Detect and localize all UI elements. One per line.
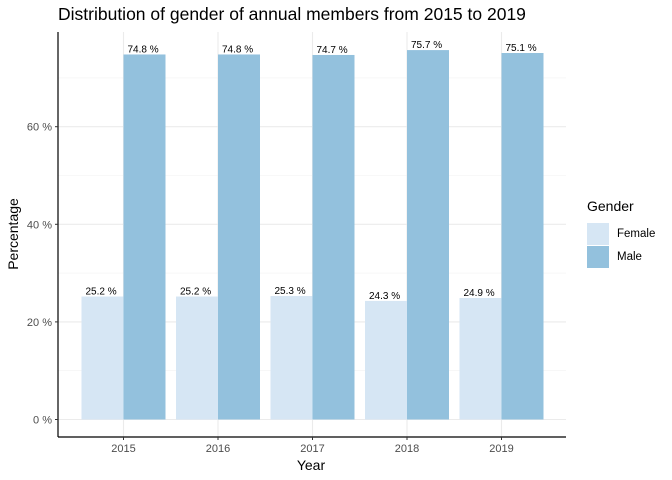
x-tick-label: 2019 <box>489 443 513 455</box>
data-label-male-2019: 75.1 % <box>506 43 537 54</box>
x-axis-title: Year <box>297 457 326 473</box>
bar-male-2017 <box>312 54 355 420</box>
bar-female-2018 <box>365 300 407 420</box>
y-axis-title: Percentage <box>5 198 21 270</box>
bar-male-2016 <box>218 54 260 420</box>
data-label-female-2017: 25.3 % <box>275 286 306 297</box>
legend-item-male: Male <box>587 245 655 268</box>
y-tick-label: 0 % <box>33 415 52 427</box>
bar-male-2015 <box>123 54 166 420</box>
y-tick-label: 60 % <box>27 122 52 134</box>
data-labels: 25.2 % 25.2 % 25.3 % 24.3 % 24.9 % 74.8 % 74.8… <box>86 40 537 302</box>
data-label-female-2019: 24.9 % <box>464 288 495 299</box>
data-label-female-2015: 25.2 % <box>86 287 117 298</box>
data-label-female-2016: 25.2 % <box>180 287 211 298</box>
axes: 0 % 20 % 40 % 60 % 2015 2016 2017 2018 2019 <box>27 32 566 455</box>
x-tick-label: 2015 <box>111 443 135 455</box>
data-label-male-2018: 75.7 % <box>411 40 442 51</box>
legend-key-female <box>587 222 609 245</box>
legend-title: Gender <box>587 198 634 214</box>
x-tick-label: 2018 <box>395 443 419 455</box>
bar-female-2017 <box>270 296 313 420</box>
bar-female-2019 <box>459 297 502 420</box>
bar-male-2019 <box>501 53 544 420</box>
legend-key-male <box>587 245 609 268</box>
data-label-female-2018: 24.3 % <box>369 291 400 302</box>
legend-item-female: Female <box>587 222 655 245</box>
y-tick-label: 20 % <box>27 317 52 329</box>
bars <box>81 50 544 420</box>
legend-label-female: Female <box>617 227 656 240</box>
bar-female-2015 <box>81 296 124 420</box>
chart-title: Distribution of gender of annual members… <box>58 4 526 24</box>
data-label-male-2017: 74.7 % <box>317 45 348 56</box>
x-tick-label: 2016 <box>206 443 230 455</box>
y-tick-label: 40 % <box>27 219 52 231</box>
bar-male-2018 <box>407 50 449 420</box>
bar-female-2016 <box>176 296 218 420</box>
legend: Gender Female Male <box>587 198 655 268</box>
legend-label-male: Male <box>617 250 642 263</box>
x-tick-label: 2017 <box>300 443 324 455</box>
data-label-male-2016: 74.8 % <box>222 44 253 55</box>
data-label-male-2015: 74.8 % <box>128 44 159 55</box>
